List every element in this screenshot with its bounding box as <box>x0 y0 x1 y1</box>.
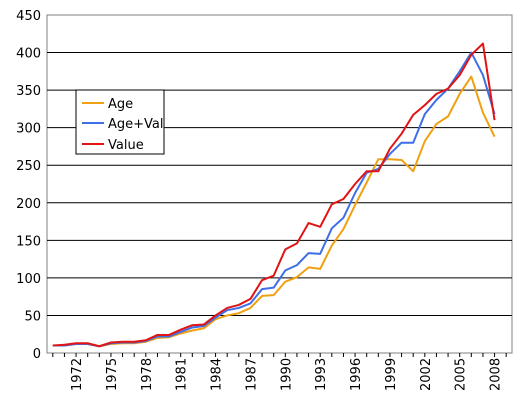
legend-label-age-val: Age+Val <box>108 117 164 132</box>
legend-label-value: Value <box>108 138 144 153</box>
y-tick-label: 450 <box>16 9 41 24</box>
x-axis: 1972 1975 1978 1981 1984 1987 1990 1993 1996 1999… <box>52 353 507 391</box>
x-tick-label: 1996 <box>349 358 364 391</box>
legend: Age Age+Val Value <box>75 89 165 155</box>
legend-label-age: Age <box>108 97 133 112</box>
y-tick-label: 300 <box>16 122 41 137</box>
y-tick-label: 250 <box>16 159 41 174</box>
y-tick-label: 0 <box>33 347 41 362</box>
y-tick-label: 100 <box>16 272 41 287</box>
y-tick-label: 200 <box>16 197 41 212</box>
x-tick-label: 1978 <box>140 358 155 391</box>
y-tick-label: 400 <box>16 47 41 62</box>
x-tick-label: 2008 <box>489 358 504 391</box>
y-tick-label: 150 <box>16 234 41 249</box>
series-line-value <box>52 42 496 348</box>
y-tick-label: 350 <box>16 84 41 99</box>
x-tick-label: 1993 <box>314 358 329 391</box>
x-tick-label: 1972 <box>70 358 85 391</box>
x-tick-label: 1981 <box>175 358 190 391</box>
y-tick-label: 50 <box>24 309 41 324</box>
x-tick-label: 1984 <box>210 358 225 391</box>
plot-area <box>46 14 513 354</box>
y-axis: 0 50 100 150 200 250 300 350 400 450 <box>16 9 41 362</box>
series-lines <box>52 42 496 348</box>
x-tick-label: 1987 <box>244 358 259 391</box>
x-tick-label: 2005 <box>454 358 469 391</box>
x-tick-label: 1990 <box>279 358 294 391</box>
x-tick-label: 1975 <box>105 358 120 391</box>
x-tick-label: 2002 <box>419 358 434 391</box>
x-tick-label: 1999 <box>384 358 399 391</box>
